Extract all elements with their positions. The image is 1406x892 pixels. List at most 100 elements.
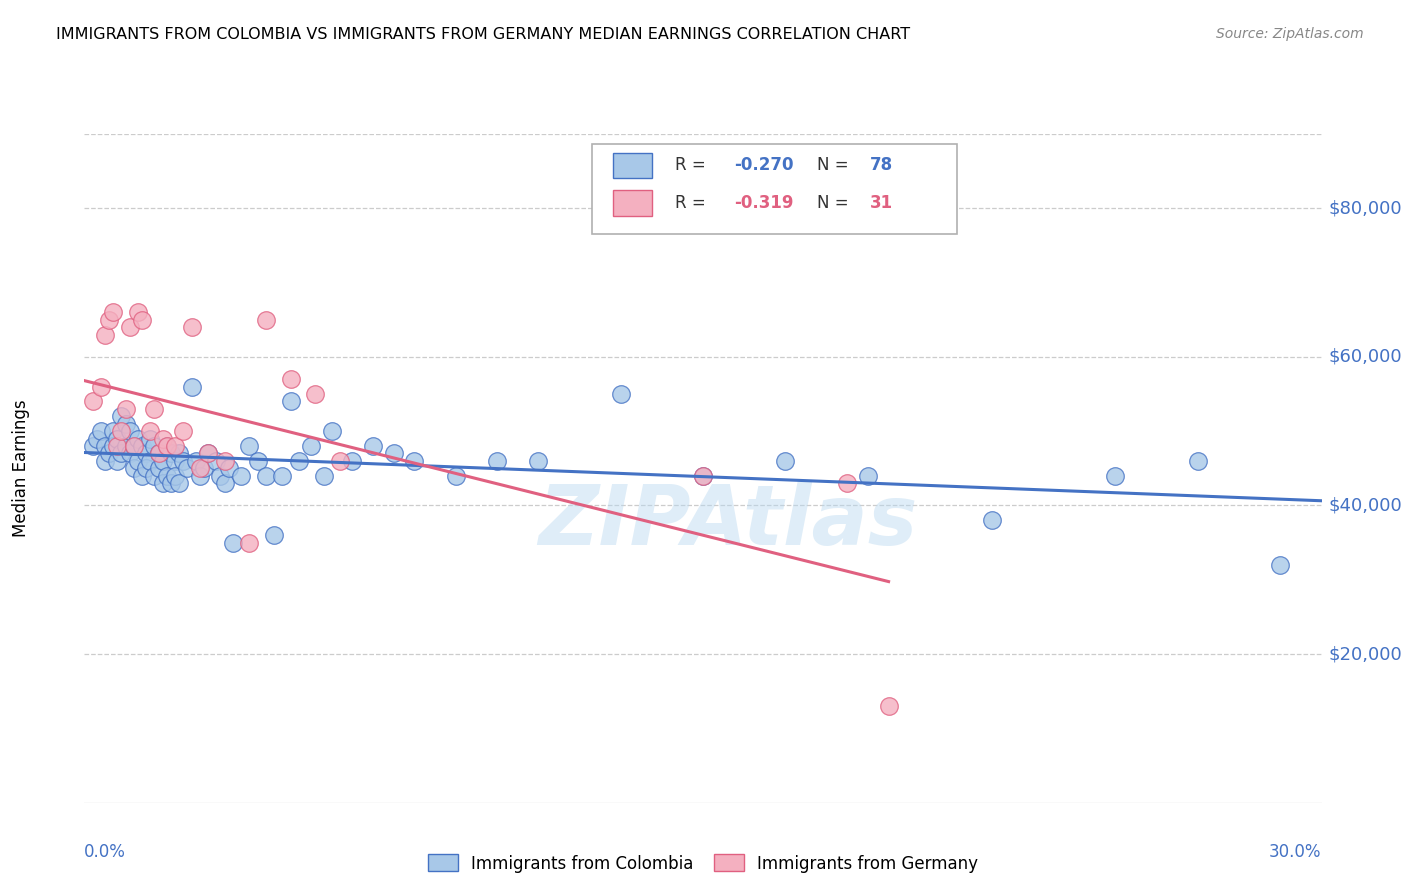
Point [609,387,631,401]
Point [205,454,228,468]
Point [167,446,190,460]
Text: R =: R = [675,194,710,212]
Point [184,454,207,468]
FancyBboxPatch shape [613,190,652,216]
Point [321,424,343,438]
Point [118,446,141,460]
Point [139,432,162,446]
Point [238,439,260,453]
Point [197,446,219,460]
Point [143,401,166,416]
Point [135,446,157,460]
Point [118,424,141,438]
Point [127,454,149,468]
Point [160,476,183,491]
Point [82,394,104,409]
Point [214,454,236,468]
Point [105,439,128,453]
Point [139,424,162,438]
Point [148,446,170,460]
FancyBboxPatch shape [592,144,956,235]
Point [90,379,112,393]
Point [197,446,219,460]
Point [188,468,211,483]
Point [156,439,179,453]
Point [229,468,252,483]
Point [271,468,294,483]
Text: ZIPAtlas: ZIPAtlas [538,482,918,562]
Point [692,468,714,483]
Point [148,461,170,475]
Point [193,461,215,475]
Point [877,699,900,714]
Point [165,454,187,468]
Text: 78: 78 [870,156,893,175]
Text: $60,000: $60,000 [1329,348,1402,366]
Point [209,468,232,483]
Point [127,432,149,446]
Point [246,454,269,468]
Point [143,468,166,483]
Point [312,468,335,483]
Text: -0.319: -0.319 [734,194,793,212]
Point [382,446,405,460]
Legend: Immigrants from Colombia, Immigrants from Germany: Immigrants from Colombia, Immigrants fro… [422,847,984,880]
Point [165,468,187,483]
Point [82,439,104,453]
Text: 30.0%: 30.0% [1270,843,1322,861]
Point [110,409,132,424]
Point [122,439,145,453]
Point [980,513,1002,527]
Text: 0.0%: 0.0% [84,843,127,861]
Point [127,305,149,319]
Point [105,432,128,446]
Point [254,468,277,483]
Point [342,454,364,468]
Point [139,454,162,468]
Point [1187,454,1209,468]
Point [103,305,125,319]
Point [135,461,157,475]
Point [254,312,277,326]
Point [172,424,194,438]
Point [176,461,198,475]
Point [131,312,153,326]
Point [238,535,260,549]
FancyBboxPatch shape [613,153,652,178]
Text: $80,000: $80,000 [1329,199,1402,217]
Point [222,535,245,549]
Text: N =: N = [817,194,853,212]
Point [152,432,174,446]
Point [444,468,467,483]
Point [110,424,132,438]
Point [110,446,132,460]
Point [692,468,714,483]
Point [156,439,179,453]
Point [165,439,187,453]
Text: 31: 31 [870,194,893,212]
Text: N =: N = [817,156,853,175]
Point [94,327,117,342]
Point [98,312,121,326]
Point [404,454,426,468]
Point [94,454,117,468]
Point [131,468,153,483]
Point [361,439,384,453]
Point [214,476,236,491]
Point [103,424,125,438]
Point [94,439,117,453]
Text: $40,000: $40,000 [1329,497,1402,515]
Point [837,476,859,491]
Point [160,446,183,460]
Point [152,454,174,468]
Point [527,454,550,468]
Point [280,372,302,386]
Point [114,439,136,453]
Point [188,461,211,475]
Point [280,394,302,409]
Point [775,454,797,468]
Point [167,476,190,491]
Point [304,387,326,401]
Point [122,439,145,453]
Point [118,320,141,334]
